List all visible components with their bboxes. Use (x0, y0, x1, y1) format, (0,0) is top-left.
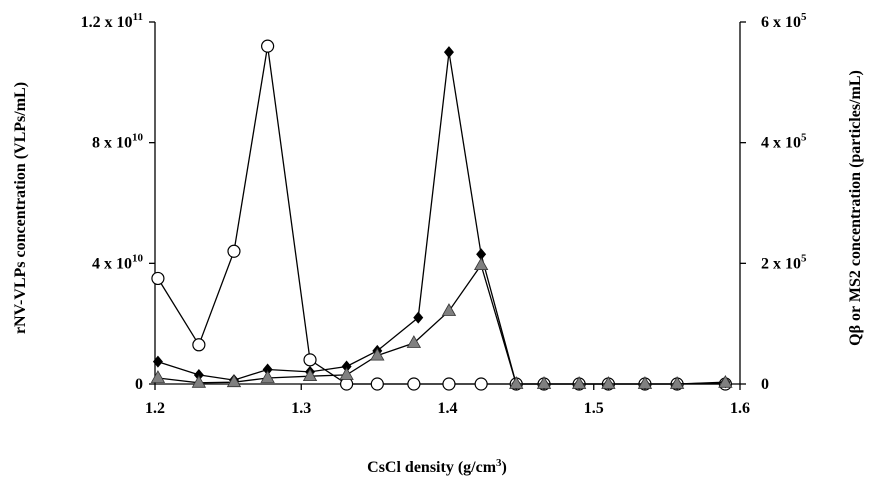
y-right-tick-label: 6 x 105 (761, 11, 807, 31)
data-point-diamond (341, 360, 352, 373)
data-point-circle (303, 353, 317, 367)
series-line-3 (157, 263, 726, 385)
y-left-tick-label: 1.2 x 1011 (81, 11, 143, 31)
data-point-triangle (191, 374, 207, 388)
series-layer (150, 39, 733, 391)
data-point-circle (407, 377, 421, 391)
data-point-circle (370, 377, 384, 391)
data-point-circle (474, 377, 488, 391)
axes: 1.2 1.3 1.4 1.5 1.6 0 4 x 1010 8 x 1010 1.2 x 10… (81, 11, 807, 417)
y-left-tick-label: 0 (135, 376, 143, 393)
data-point-diamond (443, 46, 454, 59)
x-tick-label: 1.4 (438, 400, 458, 417)
data-point-triangle (536, 376, 552, 389)
data-point-triangle (509, 376, 524, 389)
data-point-triangle (718, 374, 733, 388)
data-point-triangle (473, 257, 489, 271)
x-tick-label: 1.2 (145, 400, 165, 417)
data-point-triangle (601, 376, 616, 389)
data-point-triangle (150, 370, 166, 383)
data-point-triangle (302, 368, 318, 382)
x-tick-label: 1.6 (730, 400, 750, 417)
y-axis-title-left: rNV-VLPs concentration (VLPs/mL) (12, 82, 29, 334)
data-point-triangle (637, 376, 653, 389)
data-point-triangle (406, 335, 422, 348)
data-point-circle (151, 271, 165, 286)
data-point-diamond (476, 248, 487, 261)
data-point-circle (442, 377, 456, 391)
data-point-circle (227, 244, 241, 258)
data-point-triangle (260, 370, 275, 383)
data-point-circle (192, 338, 206, 352)
data-point-diamond (193, 368, 204, 381)
y-left-tick-label: 8 x 1010 (92, 132, 144, 152)
series-line-2 (157, 52, 726, 385)
y-left-tick-label: 4 x 1010 (92, 252, 144, 272)
x-tick-label: 1.3 (291, 400, 311, 417)
data-point-triangle (441, 303, 457, 316)
y-right-tick-label: 2 x 105 (761, 252, 807, 272)
series-line-1 (157, 45, 726, 385)
data-point-diamond (413, 311, 424, 324)
y-right-tick-label: 0 (761, 376, 769, 393)
y-right-tick-label: 4 x 105 (761, 132, 807, 152)
data-point-triangle (571, 376, 587, 389)
x-tick-label: 1.5 (584, 400, 604, 417)
x-axis-title: CsCl density (g/cm3) (367, 457, 507, 476)
data-point-diamond (152, 355, 163, 368)
data-point-triangle (226, 374, 242, 388)
y-axis-title-right: Qβ or MS2 concentration (particles/mL) (847, 70, 864, 346)
data-point-triangle (370, 347, 385, 361)
data-point-diamond (262, 363, 273, 376)
data-point-triangle (669, 376, 685, 389)
data-point-triangle (339, 367, 354, 380)
data-point-circle (261, 39, 275, 53)
